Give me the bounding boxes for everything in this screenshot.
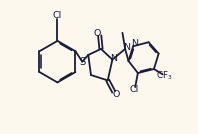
Text: O: O xyxy=(94,29,101,38)
Text: S: S xyxy=(79,57,86,67)
Text: O: O xyxy=(113,90,120,99)
Text: N: N xyxy=(131,39,138,48)
Text: CF$_3$: CF$_3$ xyxy=(156,69,172,82)
Text: Cl: Cl xyxy=(130,85,139,94)
Text: N: N xyxy=(123,43,130,52)
Text: Cl: Cl xyxy=(53,11,62,20)
Text: N: N xyxy=(110,54,117,64)
